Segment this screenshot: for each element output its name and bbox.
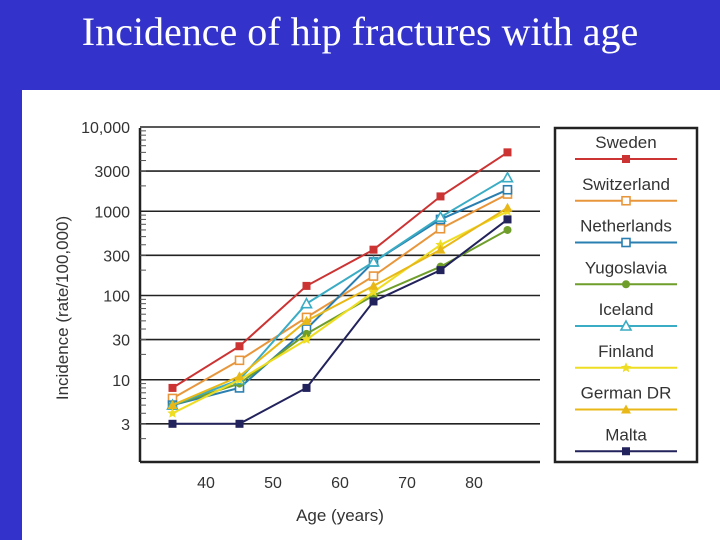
series-line-sweden bbox=[171, 151, 509, 389]
y-tick-label: 300 bbox=[103, 248, 130, 265]
series-sweden bbox=[168, 148, 512, 392]
data-point-german-dr bbox=[167, 400, 178, 410]
x-tick-label: 50 bbox=[264, 475, 282, 492]
data-point-yugoslavia bbox=[302, 329, 311, 338]
data-point-malta bbox=[369, 297, 378, 306]
x-axis-title: Age (years) bbox=[296, 506, 384, 525]
series-german-dr bbox=[167, 202, 513, 410]
data-point-switzerland bbox=[234, 355, 245, 366]
series-line-finland bbox=[172, 210, 508, 415]
x-tick-label: 80 bbox=[465, 475, 483, 492]
data-point-sweden bbox=[369, 245, 378, 254]
y-tick-label: 3000 bbox=[94, 164, 130, 181]
series-yugoslavia bbox=[168, 225, 512, 410]
series-iceland bbox=[166, 171, 514, 410]
legend-label-malta: Malta bbox=[605, 425, 647, 444]
series-line-iceland bbox=[172, 176, 509, 407]
legend-marker-yugoslavia bbox=[622, 280, 630, 289]
series-finland bbox=[167, 205, 513, 418]
legend-label-yugoslavia: Yugoslavia bbox=[585, 258, 668, 277]
legend-label-finland: Finland bbox=[598, 342, 654, 361]
data-point-iceland bbox=[434, 210, 447, 222]
data-point-sweden bbox=[235, 342, 244, 351]
data-point-finland bbox=[435, 239, 446, 250]
data-point-finland bbox=[301, 334, 312, 344]
y-axis-title: Incidence (rate/100,000) bbox=[53, 216, 72, 400]
legend: Sweden Switzerland Netherlands Yugoslavia Ic… bbox=[553, 126, 699, 464]
data-point-sweden bbox=[168, 383, 177, 392]
chart-panel: 10,000 3000 1000 300 100 30 10 3 40 50 60 70 80 Age (… bbox=[22, 90, 720, 540]
y-tick-label: 10,000 bbox=[81, 120, 130, 137]
legend-marker-finland bbox=[620, 362, 632, 373]
series-line-german-dr bbox=[172, 206, 509, 407]
y-tick-label: 1000 bbox=[94, 204, 130, 221]
data-point-switzerland bbox=[368, 271, 379, 281]
data-point-german-dr bbox=[502, 202, 513, 212]
data-point-iceland bbox=[501, 171, 514, 183]
legend-marker-sweden bbox=[622, 155, 630, 163]
x-tick-label: 60 bbox=[331, 475, 349, 492]
legend-label-iceland: Iceland bbox=[599, 300, 654, 319]
data-point-malta bbox=[503, 215, 512, 224]
legend-label-german-dr: German DR bbox=[581, 384, 672, 403]
data-point-iceland bbox=[367, 255, 380, 267]
legend-label-sweden: Sweden bbox=[595, 133, 656, 152]
data-point-switzerland bbox=[435, 223, 446, 234]
legend-marker-iceland bbox=[619, 319, 633, 331]
y-tick-label: 100 bbox=[103, 289, 130, 306]
data-point-german-dr bbox=[368, 280, 379, 290]
data-point-malta bbox=[436, 266, 445, 275]
legend-label-netherlands: Netherlands bbox=[580, 217, 672, 236]
data-point-german-dr bbox=[234, 371, 245, 381]
data-point-sweden bbox=[302, 281, 311, 290]
legend-marker-german-dr bbox=[621, 404, 631, 414]
data-point-sweden bbox=[503, 148, 512, 157]
data-point-malta bbox=[235, 419, 244, 428]
data-point-sweden bbox=[436, 192, 445, 201]
data-point-finland bbox=[368, 286, 379, 297]
series-malta bbox=[168, 215, 512, 428]
legend-label-switzerland: Switzerland bbox=[582, 175, 670, 194]
x-ticks: 40 50 60 70 80 bbox=[197, 475, 483, 492]
data-point-finland bbox=[167, 407, 178, 418]
data-point-iceland bbox=[300, 297, 313, 309]
y-tick-label: 10 bbox=[112, 373, 130, 390]
legend-marker-netherlands bbox=[621, 237, 631, 248]
x-tick-label: 40 bbox=[197, 475, 215, 492]
legend-marker-switzerland bbox=[621, 195, 631, 206]
slide-title: Incidence of hip fractures with age bbox=[81, 9, 639, 54]
data-point-yugoslavia bbox=[503, 225, 512, 234]
data-point-german-dr bbox=[301, 315, 312, 325]
series-line-netherlands bbox=[172, 188, 508, 407]
x-tick-label: 70 bbox=[398, 475, 416, 492]
data-point-netherlands bbox=[502, 184, 513, 195]
data-point-german-dr bbox=[435, 244, 446, 254]
data-point-malta bbox=[302, 383, 311, 392]
data-point-malta bbox=[168, 419, 177, 428]
y-tick-label: 3 bbox=[121, 417, 130, 434]
legend-marker-malta bbox=[622, 447, 630, 456]
y-tick-label: 30 bbox=[112, 333, 130, 350]
series-line-malta bbox=[172, 218, 509, 425]
chart-svg: 10,000 3000 1000 300 100 30 10 3 40 50 60 70 80 Age (… bbox=[53, 120, 699, 525]
y-ticks: 10,000 3000 1000 300 100 30 10 3 bbox=[81, 120, 540, 440]
